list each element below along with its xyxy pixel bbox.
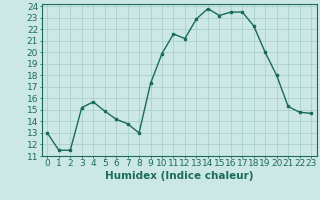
X-axis label: Humidex (Indice chaleur): Humidex (Indice chaleur) xyxy=(105,171,253,181)
